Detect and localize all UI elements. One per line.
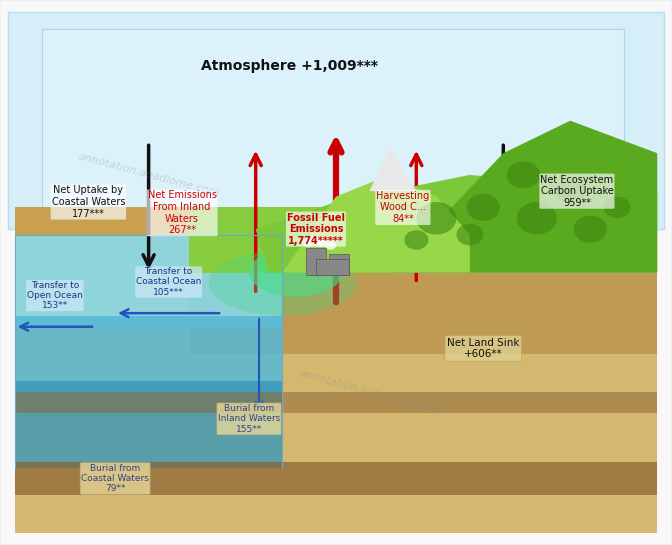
Polygon shape <box>15 219 657 533</box>
Ellipse shape <box>209 251 356 316</box>
Circle shape <box>574 216 607 243</box>
Circle shape <box>507 161 540 189</box>
Circle shape <box>466 194 500 221</box>
Circle shape <box>517 202 557 234</box>
FancyBboxPatch shape <box>329 253 349 275</box>
Text: Transfer to
Coastal Ocean
105***: Transfer to Coastal Ocean 105*** <box>136 267 202 297</box>
Polygon shape <box>15 462 657 495</box>
Text: Net Land Sink
+606**: Net Land Sink +606** <box>447 337 519 359</box>
Polygon shape <box>15 316 282 392</box>
FancyBboxPatch shape <box>42 28 624 208</box>
Polygon shape <box>15 381 282 468</box>
Polygon shape <box>15 234 282 326</box>
Polygon shape <box>189 262 657 354</box>
Polygon shape <box>15 392 657 414</box>
Text: Burial from
Inland Waters
155**: Burial from Inland Waters 155** <box>218 404 280 434</box>
Circle shape <box>316 238 327 247</box>
Polygon shape <box>15 208 657 234</box>
Circle shape <box>302 238 313 247</box>
Polygon shape <box>255 175 657 272</box>
Text: Transfer to
Open Ocean
153**: Transfer to Open Ocean 153** <box>27 281 83 311</box>
Circle shape <box>405 230 428 250</box>
Text: annotation.aoadlome.com: annotation.aoadlome.com <box>298 368 442 415</box>
Polygon shape <box>370 148 417 191</box>
Circle shape <box>456 223 483 245</box>
Text: Net Emissions
From Inland
Waters
267**: Net Emissions From Inland Waters 267** <box>148 190 216 235</box>
FancyBboxPatch shape <box>306 248 326 275</box>
Circle shape <box>556 179 585 203</box>
Text: Fossil Fuel
Emissions
1,774*****: Fossil Fuel Emissions 1,774***** <box>287 213 345 246</box>
Text: Burial from
Coastal Waters
79**: Burial from Coastal Waters 79** <box>81 464 149 493</box>
Ellipse shape <box>249 248 343 297</box>
Text: Atmosphere +1,009***: Atmosphere +1,009*** <box>201 59 378 74</box>
Text: annotation.aoadlome.com: annotation.aoadlome.com <box>77 151 220 198</box>
Circle shape <box>603 197 630 219</box>
Circle shape <box>309 235 320 244</box>
Text: Net Ecosystem
Carbon Uptake
959**: Net Ecosystem Carbon Uptake 959** <box>540 174 614 208</box>
Polygon shape <box>282 175 470 272</box>
Polygon shape <box>390 120 657 272</box>
Polygon shape <box>189 208 657 272</box>
Circle shape <box>417 202 456 234</box>
Text: Net Uptake by
Coastal Waters
177***: Net Uptake by Coastal Waters 177*** <box>52 185 125 219</box>
Circle shape <box>325 241 336 250</box>
FancyBboxPatch shape <box>316 259 349 275</box>
FancyBboxPatch shape <box>8 12 664 229</box>
Text: Harvesting
Wood C...
84**: Harvesting Wood C... 84** <box>376 191 429 224</box>
